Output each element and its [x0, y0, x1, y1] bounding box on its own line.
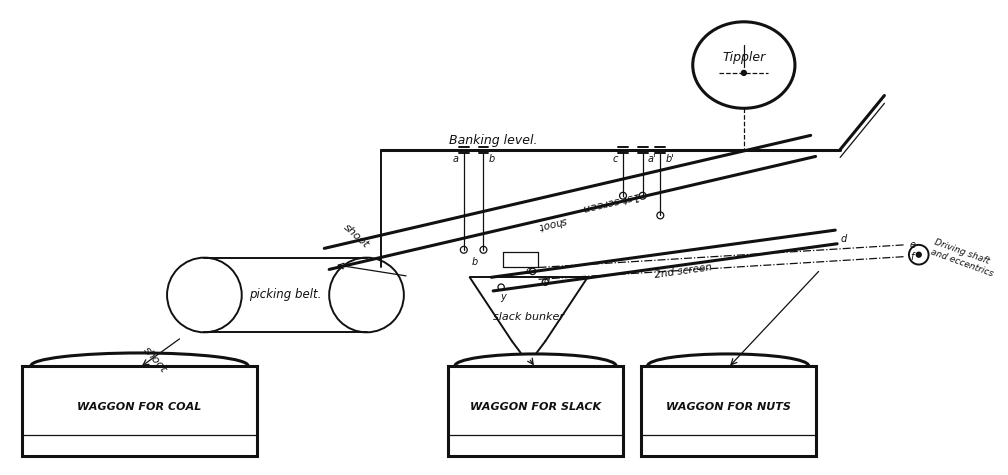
Text: 1st screen: 1st screen — [583, 190, 641, 213]
Bar — [449, 366, 623, 456]
Bar — [21, 366, 257, 456]
Circle shape — [916, 252, 921, 257]
Text: f: f — [910, 252, 913, 262]
Text: slack bunker: slack bunker — [493, 312, 564, 322]
Text: e: e — [910, 240, 916, 250]
Text: d: d — [840, 234, 847, 244]
Text: shoot: shoot — [141, 345, 169, 375]
Text: 2nd screen: 2nd screen — [653, 263, 713, 280]
Circle shape — [742, 70, 746, 76]
Text: d: d — [543, 276, 549, 286]
Text: b: b — [488, 154, 495, 164]
Text: shoot: shoot — [537, 215, 568, 231]
Text: picking belt.: picking belt. — [249, 288, 322, 302]
Text: a: a — [453, 154, 459, 164]
Bar — [641, 366, 815, 456]
Text: WAGGON FOR NUTS: WAGGON FOR NUTS — [665, 402, 790, 412]
Text: c: c — [613, 154, 618, 164]
Text: Tippler: Tippler — [722, 51, 765, 64]
Text: WAGGON FOR COAL: WAGGON FOR COAL — [78, 402, 202, 412]
Text: b': b' — [665, 154, 674, 164]
Text: y: y — [500, 292, 506, 302]
Text: Banking level.: Banking level. — [449, 134, 537, 147]
Text: Driving shaft
and eccentrics: Driving shaft and eccentrics — [929, 238, 998, 278]
Text: c: c — [525, 266, 530, 276]
Text: shoot: shoot — [342, 222, 371, 250]
Text: WAGGON FOR SLACK: WAGGON FOR SLACK — [470, 402, 601, 412]
Text: a': a' — [647, 154, 656, 164]
Text: b: b — [472, 256, 478, 266]
